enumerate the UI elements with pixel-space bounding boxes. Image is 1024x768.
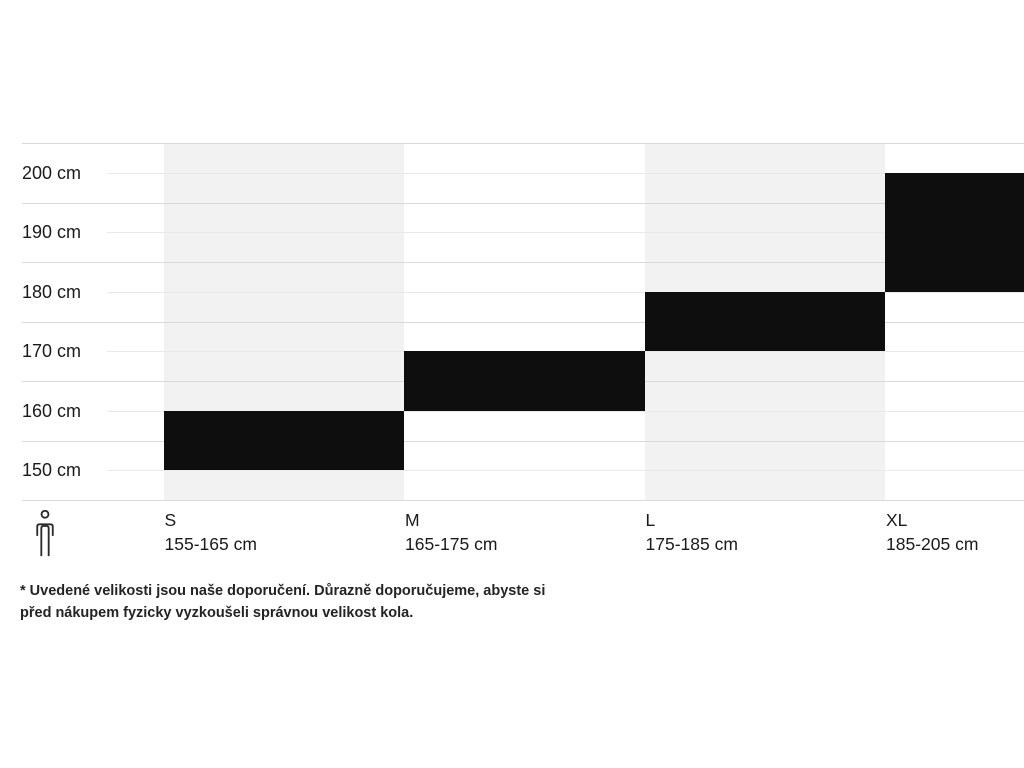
- gridline-major: [22, 262, 1024, 263]
- y-axis-label: 180 cm: [22, 281, 82, 302]
- size-height-range: 155-165 cm: [164, 533, 257, 554]
- gridline-minor: [107, 470, 1024, 472]
- gridline-major: [22, 143, 1024, 144]
- bar-m: [404, 351, 645, 411]
- footnote: * Uvedené velikosti jsou naše doporučení…: [20, 580, 620, 624]
- y-axis-label: 160 cm: [22, 400, 82, 421]
- gridline-major: [22, 321, 1024, 323]
- size-height-range: 165-175 cm: [405, 533, 498, 554]
- gridline-major: [22, 440, 1024, 442]
- size-letter: L: [645, 510, 656, 530]
- y-axis-label: 170 cm: [22, 341, 82, 362]
- y-axis-label: 200 cm: [22, 162, 82, 183]
- person-icon: [36, 510, 54, 557]
- size-label-m: M 165-175 cm: [405, 509, 497, 556]
- size-label-l: L 175-185 cm: [646, 509, 738, 556]
- y-axis-label: 150 cm: [22, 460, 82, 481]
- size-letter: XL: [886, 510, 908, 530]
- footnote-line-2: před nákupem fyzicky vyzkoušeli správnou…: [20, 605, 414, 621]
- size-height-range: 175-185 cm: [645, 533, 738, 554]
- size-letter: S: [164, 510, 177, 530]
- size-height-range: 185-205 cm: [886, 533, 979, 554]
- bar-xl: [885, 172, 1024, 292]
- footnote-line-1: * Uvedené velikosti jsou naše doporučení…: [20, 583, 546, 599]
- size-label-xl: XL 185-205 cm: [886, 509, 978, 556]
- y-axis-label: 190 cm: [22, 222, 82, 243]
- bar-l: [644, 291, 885, 352]
- gridline-major: [22, 202, 1024, 204]
- gridline-minor: [107, 410, 1024, 412]
- size-label-s: S 155-165 cm: [165, 509, 257, 556]
- gridline-minor: [107, 172, 1024, 174]
- gridline-major: [22, 500, 1024, 501]
- bar-s: [163, 410, 404, 471]
- gridline-minor: [107, 291, 1024, 293]
- size-letter: M: [405, 510, 420, 530]
- gridline-minor: [107, 232, 1024, 234]
